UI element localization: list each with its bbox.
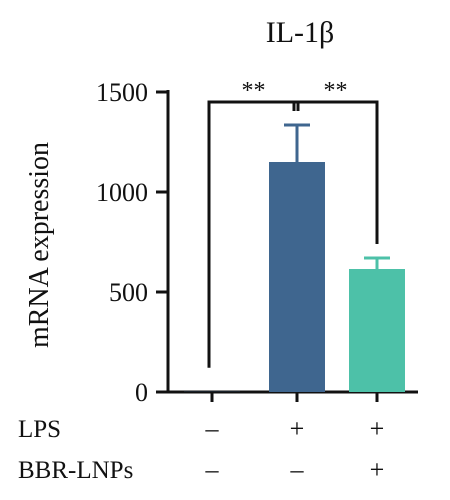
y-axis-label: mRNA expression — [24, 142, 55, 348]
chart-title: IL-1β — [266, 16, 335, 49]
significance-bracket — [292, 100, 379, 244]
significance-label: ** — [324, 78, 348, 104]
condition-label: LPS — [18, 416, 61, 443]
y-tick-label: 0 — [135, 378, 148, 407]
condition-sign: – — [205, 455, 220, 484]
y-tick-label: 500 — [109, 278, 148, 307]
condition-sign: – — [205, 414, 220, 443]
significance-brackets: ** ** — [207, 78, 379, 368]
error-bars — [284, 123, 390, 269]
significance-label: ** — [242, 78, 266, 104]
condition-table: LPS – + + BBR-LNPs – – + — [18, 414, 384, 484]
bars — [184, 162, 405, 392]
condition-sign: + — [290, 414, 305, 443]
condition-sign: + — [370, 455, 385, 484]
y-tick-label: 1000 — [96, 178, 148, 207]
bar — [349, 269, 405, 392]
condition-sign: + — [370, 414, 385, 443]
condition-sign: – — [290, 455, 305, 484]
y-tick-label: 1500 — [96, 78, 148, 107]
bar — [269, 162, 325, 392]
significance-bracket — [207, 100, 300, 368]
condition-label: BBR-LNPs — [18, 457, 133, 484]
